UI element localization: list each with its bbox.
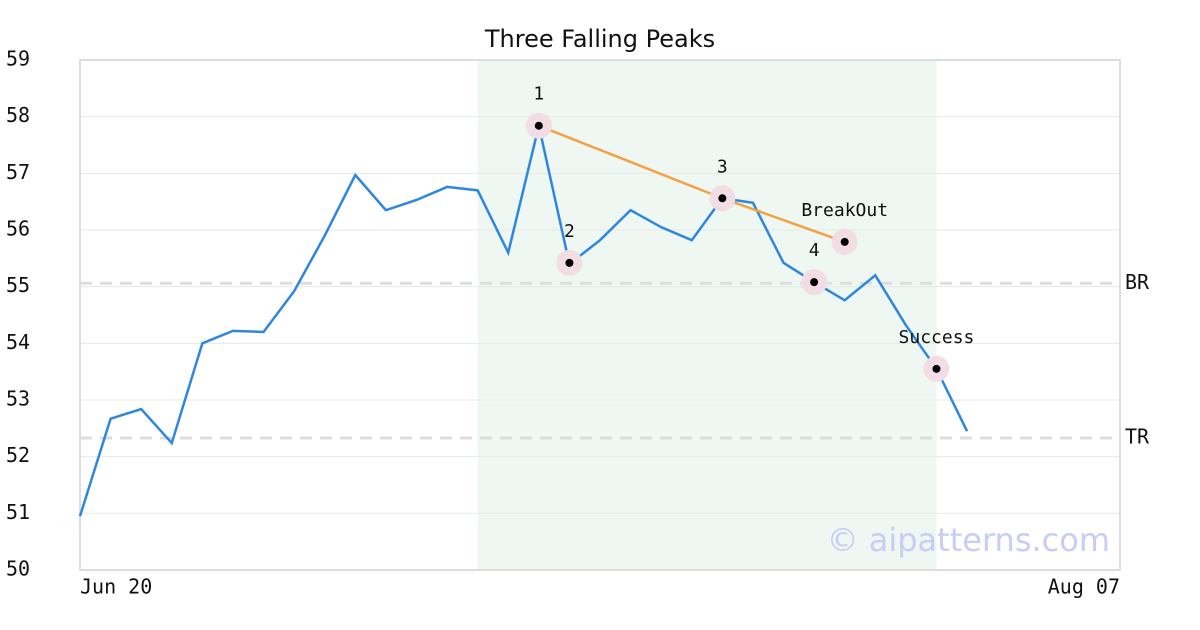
y-tick-label: 50 (6, 557, 30, 581)
x-tick-label: Aug 07 (1048, 575, 1120, 599)
y-tick-label: 54 (6, 330, 30, 354)
pattern-point (718, 194, 727, 203)
pattern-point (534, 121, 543, 130)
y-tick-label: 57 (6, 160, 30, 184)
level-label: TR (1125, 424, 1150, 448)
y-tick-label: 55 (6, 273, 30, 297)
annotation-label: 1 (533, 84, 544, 105)
annotation-label: 2 (564, 221, 575, 242)
pattern-point (840, 237, 849, 246)
y-tick-label: 59 (6, 47, 30, 71)
y-tick-label: 51 (6, 500, 30, 524)
pattern-point (932, 364, 941, 373)
annotation-label: Success (899, 327, 975, 348)
pattern-point (565, 258, 574, 267)
annotation-label: 3 (717, 156, 728, 177)
highlight-region (477, 60, 937, 570)
plot-frame (79, 59, 1121, 571)
level-label: BR (1125, 270, 1150, 294)
chart-title: Three Falling Peaks (484, 25, 715, 53)
y-tick-label: 53 (6, 387, 30, 411)
annotation-label: BreakOut (801, 200, 888, 221)
pattern-point (810, 278, 819, 287)
y-tick-label: 56 (6, 217, 30, 241)
y-tick-label: 52 (6, 443, 30, 467)
x-tick-label: Jun 20 (80, 575, 152, 599)
watermark: © aipatterns.com (827, 521, 1110, 559)
y-tick-label: 58 (6, 103, 30, 127)
annotation-label: 4 (809, 240, 820, 261)
